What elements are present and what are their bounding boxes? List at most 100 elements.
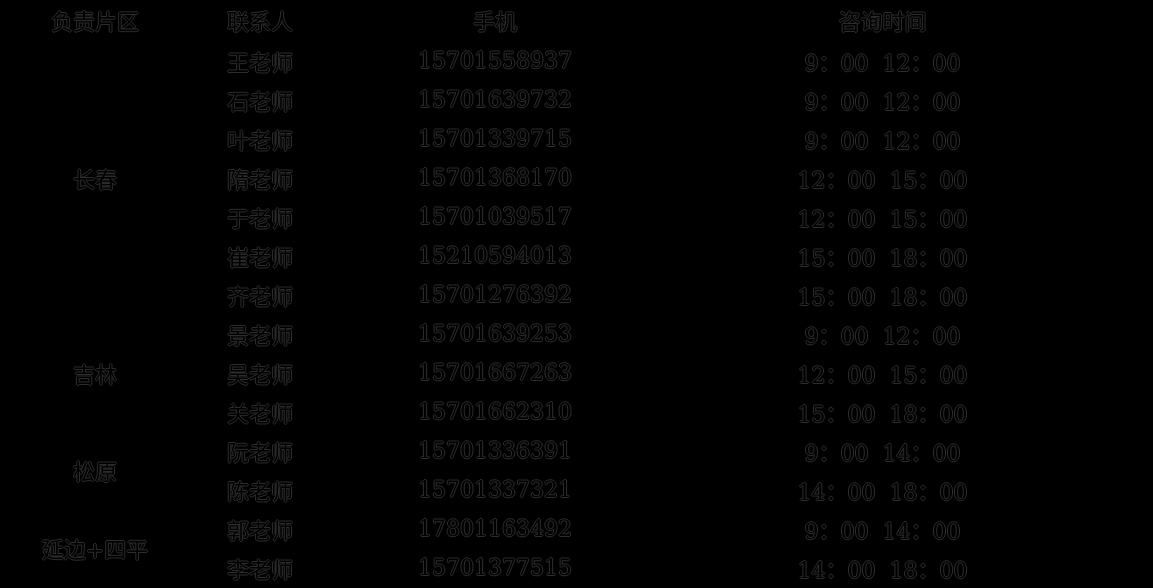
row-spacer	[1105, 159, 1153, 198]
time-end: 14：00	[882, 441, 961, 467]
time-cell: 14：00 18：00	[660, 471, 1105, 510]
table-row: 李老师 15701377515 14：00 18：00	[0, 549, 1153, 588]
time-end: 18：00	[889, 285, 968, 311]
time-start: 9：00	[804, 519, 869, 545]
contact-cell: 隋老师	[226, 168, 293, 194]
row-spacer	[1105, 81, 1153, 120]
time-end: 18：00	[889, 246, 968, 272]
time-cell: 9：00 12：00	[660, 81, 1105, 120]
row-spacer	[1105, 354, 1153, 393]
time-start: 12：00	[797, 207, 876, 233]
time-start: 14：00	[797, 558, 876, 584]
contact-cell: 景老师	[226, 324, 293, 350]
table-row: 长春 王老师 15701558937 9：00 12：00	[0, 42, 1153, 194]
time-start: 15：00	[797, 402, 876, 428]
time-start: 9：00	[804, 51, 869, 77]
contact-cell: 齐老师	[226, 285, 293, 311]
table-row: 于老师 15701039517 12：00 15：00	[0, 198, 1153, 237]
time-cell: 9：00 14：00	[660, 510, 1105, 549]
phone-cell: 15701662310	[418, 400, 572, 425]
contact-cell: 郭老师	[226, 519, 293, 545]
time-end: 18：00	[889, 402, 968, 428]
contact-cell: 王老师	[226, 51, 293, 77]
time-end: 12：00	[882, 51, 961, 77]
table-row: 齐老师 15701276392 15：00 18：00	[0, 276, 1153, 315]
time-end: 12：00	[882, 324, 961, 350]
phone-cell: 15701667263	[418, 361, 572, 386]
table-row: 隋老师 15701368170 12：00 15：00	[0, 159, 1153, 198]
header-contact: 联系人	[226, 11, 293, 36]
phone-cell: 15701639732	[418, 88, 572, 113]
row-spacer	[1105, 393, 1153, 432]
time-cell: 12：00 15：00	[660, 198, 1105, 237]
contact-cell: 于老师	[226, 207, 293, 233]
contact-cell: 石老师	[226, 90, 293, 116]
header-spacer	[1105, 0, 1153, 42]
table-row: 吉林 景老师 15701639253 9：00 12：00	[0, 315, 1153, 389]
area-cell: 长春	[72, 168, 117, 194]
time-end: 15：00	[889, 207, 968, 233]
time-cell: 15：00 18：00	[660, 276, 1105, 315]
row-spacer	[1105, 471, 1153, 510]
time-start: 15：00	[797, 246, 876, 272]
row-spacer	[1105, 42, 1153, 81]
row-spacer	[1105, 510, 1153, 549]
header-row: 负责片区 联系人 手机 咨询时间	[0, 0, 1153, 42]
table-row: 崔老师 15210594013 15：00 18：00	[0, 237, 1153, 276]
time-cell: 15：00 18：00	[660, 237, 1105, 276]
phone-cell: 15701639253	[418, 322, 572, 347]
phone-cell: 15701276392	[418, 283, 572, 308]
time-cell: 9：00 12：00	[660, 42, 1105, 81]
row-spacer	[1105, 198, 1153, 237]
area-cell: 延边+四平	[41, 539, 149, 564]
table-row: 叶老师 15701339715 9：00 12：00	[0, 120, 1153, 159]
row-spacer	[1105, 549, 1153, 588]
table-row: 陈老师 15701337321 14：00 18：00	[0, 471, 1153, 510]
table-row: 关老师 15701662310 15：00 18：00	[0, 393, 1153, 432]
contact-cell: 关老师	[226, 402, 293, 428]
time-start: 9：00	[804, 324, 869, 350]
time-end: 14：00	[882, 519, 961, 545]
phone-cell: 15210594013	[418, 244, 572, 269]
area-cell: 松原	[72, 461, 117, 486]
row-spacer	[1105, 276, 1153, 315]
time-cell: 12：00 15：00	[660, 159, 1105, 198]
time-end: 12：00	[882, 90, 961, 116]
time-start: 14：00	[797, 480, 876, 506]
contact-cell: 叶老师	[226, 129, 293, 155]
table-row: 延边+四平 郭老师 17801163492 9：00 14：00	[0, 510, 1153, 564]
time-cell: 9：00 14：00	[660, 432, 1105, 471]
contact-cell: 陈老师	[226, 480, 293, 506]
phone-cell: 15701336391	[418, 439, 572, 464]
phone-cell: 17801163492	[418, 517, 572, 542]
row-spacer	[1105, 432, 1153, 471]
row-spacer	[1105, 315, 1153, 354]
phone-cell: 15701368170	[418, 166, 572, 191]
time-end: 15：00	[889, 363, 968, 389]
contact-cell: 崔老师	[226, 246, 293, 272]
phone-cell: 15701337321	[418, 478, 572, 503]
time-start: 12：00	[797, 363, 876, 389]
contact-cell: 李老师	[226, 558, 293, 584]
row-spacer	[1105, 120, 1153, 159]
phone-cell: 15701558937	[418, 49, 572, 74]
phone-cell: 15701039517	[418, 205, 572, 230]
time-start: 9：00	[804, 129, 869, 155]
time-end: 15：00	[889, 168, 968, 194]
table-row: 石老师 15701639732 9：00 12：00	[0, 81, 1153, 120]
row-spacer	[1105, 237, 1153, 276]
area-cell: 吉林	[72, 363, 117, 389]
time-cell: 15：00 18：00	[660, 393, 1105, 432]
time-cell: 9：00 12：00	[660, 120, 1105, 159]
contact-cell: 吴老师	[226, 363, 293, 389]
table-row: 松原 阮老师 15701336391 9：00 14：00	[0, 432, 1153, 486]
table-row: 吴老师 15701667263 12：00 15：00	[0, 354, 1153, 393]
header-phone: 手机	[472, 11, 517, 36]
time-cell: 12：00 15：00	[660, 354, 1105, 393]
header-time: 咨询时间	[838, 11, 927, 36]
time-start: 15：00	[797, 285, 876, 311]
time-end: 18：00	[889, 558, 968, 584]
time-cell: 14：00 18：00	[660, 549, 1105, 588]
time-cell: 9：00 12：00	[660, 315, 1105, 354]
